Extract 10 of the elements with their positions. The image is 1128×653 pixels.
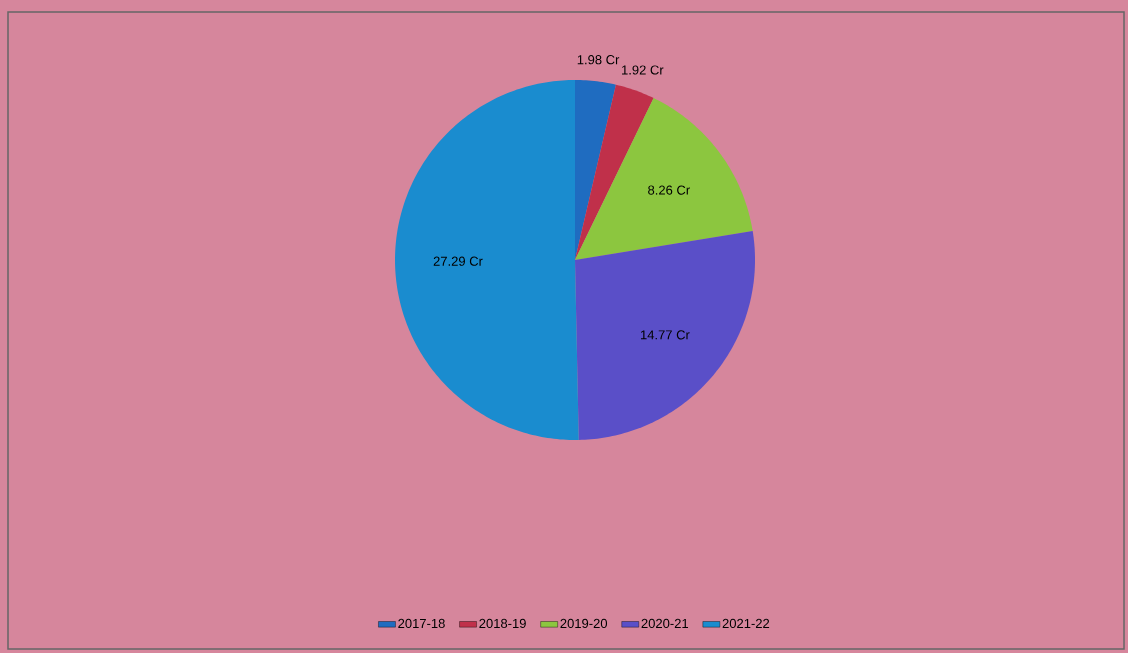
data-label: 1.92 Cr — [622, 65, 664, 75]
data-label: 14.77 Cr — [640, 330, 690, 340]
legend-label: 2018-19 — [479, 618, 526, 629]
legend-label: 2021-22 — [722, 618, 770, 629]
legend-label: 2017-18 — [398, 618, 445, 629]
legend-label: 2020-21 — [641, 618, 689, 629]
data-label: 27.29 Cr — [433, 256, 483, 266]
data-label: 8.26 Cr — [648, 185, 690, 195]
data-label: 1.98 Cr — [577, 55, 620, 65]
legend-label: 2019-20 — [560, 618, 608, 629]
